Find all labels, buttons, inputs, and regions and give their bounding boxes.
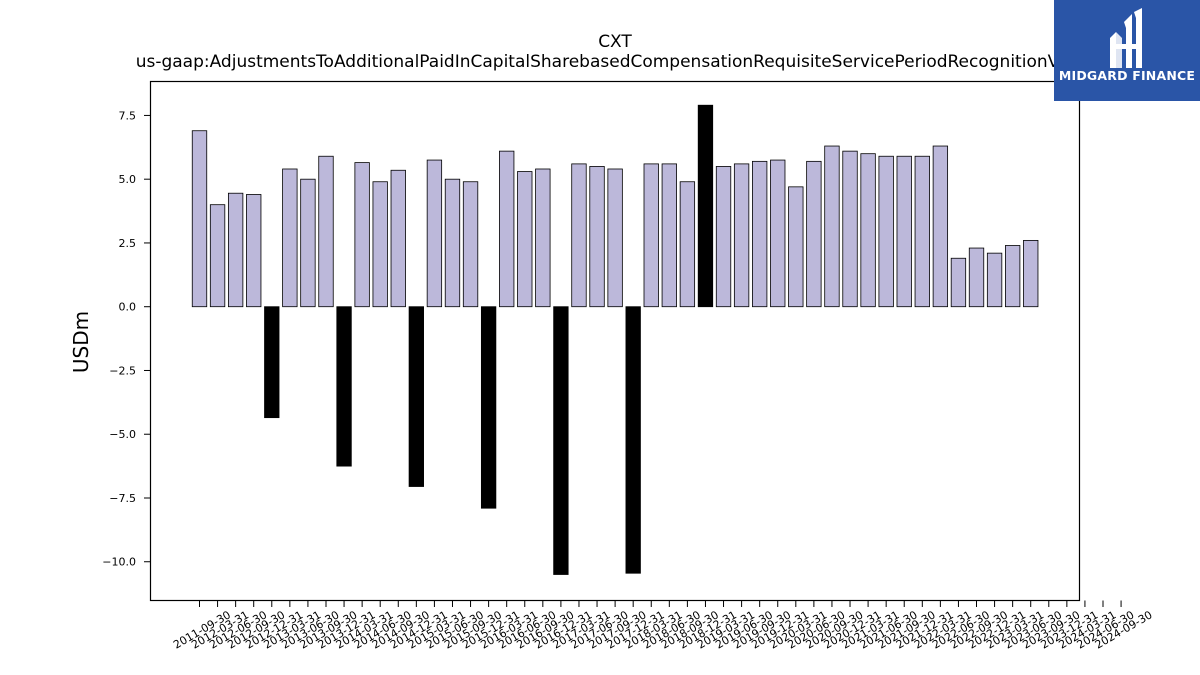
bar-7 bbox=[318, 155, 334, 308]
y-tick-label-0: 7.5 bbox=[119, 109, 137, 122]
bar-24 bbox=[625, 306, 641, 574]
bar-39 bbox=[896, 155, 912, 308]
bar-26 bbox=[661, 163, 677, 308]
midgard-logo-icon bbox=[1110, 8, 1142, 68]
bar-20 bbox=[553, 306, 569, 575]
bar-12 bbox=[408, 306, 424, 487]
bar-35 bbox=[824, 145, 840, 308]
y-tick-label-3: 0.0 bbox=[119, 301, 137, 314]
bar-2 bbox=[227, 192, 244, 308]
brand-logo: MIDGARD FINANCE bbox=[1054, 0, 1200, 101]
bar-43 bbox=[968, 247, 985, 308]
bar-27 bbox=[679, 181, 696, 308]
bar-18 bbox=[517, 171, 533, 308]
y-tick-label-2: 2.5 bbox=[119, 237, 137, 250]
bar-38 bbox=[878, 155, 894, 308]
bar-41 bbox=[932, 145, 949, 308]
chart-title: CXT bbox=[598, 32, 632, 52]
bar-40 bbox=[914, 155, 930, 308]
bar-46 bbox=[1023, 239, 1039, 308]
bar-15 bbox=[462, 181, 479, 308]
bar-42 bbox=[950, 257, 967, 308]
y-axis: 7.5 5.0 2.5 0.0 −2.5 −5.0 −7.5 −10.0 bbox=[102, 109, 151, 569]
y-tick-label-7: −10.0 bbox=[102, 556, 136, 569]
bar-10 bbox=[372, 181, 388, 308]
bar-37 bbox=[860, 153, 876, 308]
bar-45 bbox=[1005, 245, 1021, 308]
bar-4 bbox=[264, 306, 280, 419]
bar-13 bbox=[426, 159, 443, 308]
bar-8 bbox=[336, 306, 352, 467]
bar-17 bbox=[499, 150, 515, 308]
chart-subtitle: us-gaap:AdjustmentsToAdditionalPaidInCap… bbox=[135, 52, 1095, 72]
bar-9 bbox=[354, 162, 370, 308]
bar-25 bbox=[643, 163, 659, 308]
bar-34 bbox=[806, 160, 822, 308]
bar-29 bbox=[715, 166, 732, 308]
y-axis-label: USDm bbox=[69, 311, 93, 373]
bar-21 bbox=[571, 163, 587, 308]
bars bbox=[191, 104, 1039, 575]
bar-28 bbox=[697, 104, 714, 308]
bar-22 bbox=[589, 166, 605, 308]
bar-1 bbox=[209, 204, 226, 308]
bar-14 bbox=[444, 178, 461, 308]
x-axis: 2011-09-302012-03-312012-06-302012-09-30… bbox=[171, 600, 1155, 652]
brand-name: MIDGARD FINANCE bbox=[1058, 68, 1196, 83]
bar-30 bbox=[733, 163, 750, 308]
bar-16 bbox=[480, 306, 497, 509]
y-tick-label-4: −2.5 bbox=[109, 364, 136, 377]
bar-5 bbox=[282, 168, 298, 308]
y-tick-label-1: 5.0 bbox=[119, 173, 137, 186]
bar-6 bbox=[300, 178, 316, 308]
bar-0 bbox=[191, 130, 208, 308]
bar-36 bbox=[842, 150, 858, 308]
bar-32 bbox=[770, 159, 786, 308]
bar-33 bbox=[788, 186, 804, 308]
y-tick-label-6: −7.5 bbox=[109, 492, 136, 505]
bar-23 bbox=[607, 168, 623, 308]
bar-11 bbox=[390, 169, 406, 308]
bar-19 bbox=[535, 168, 551, 308]
bar-44 bbox=[986, 252, 1003, 308]
bar-3 bbox=[246, 194, 262, 308]
y-tick-label-5: −5.0 bbox=[109, 428, 136, 441]
bar-31 bbox=[752, 160, 768, 308]
